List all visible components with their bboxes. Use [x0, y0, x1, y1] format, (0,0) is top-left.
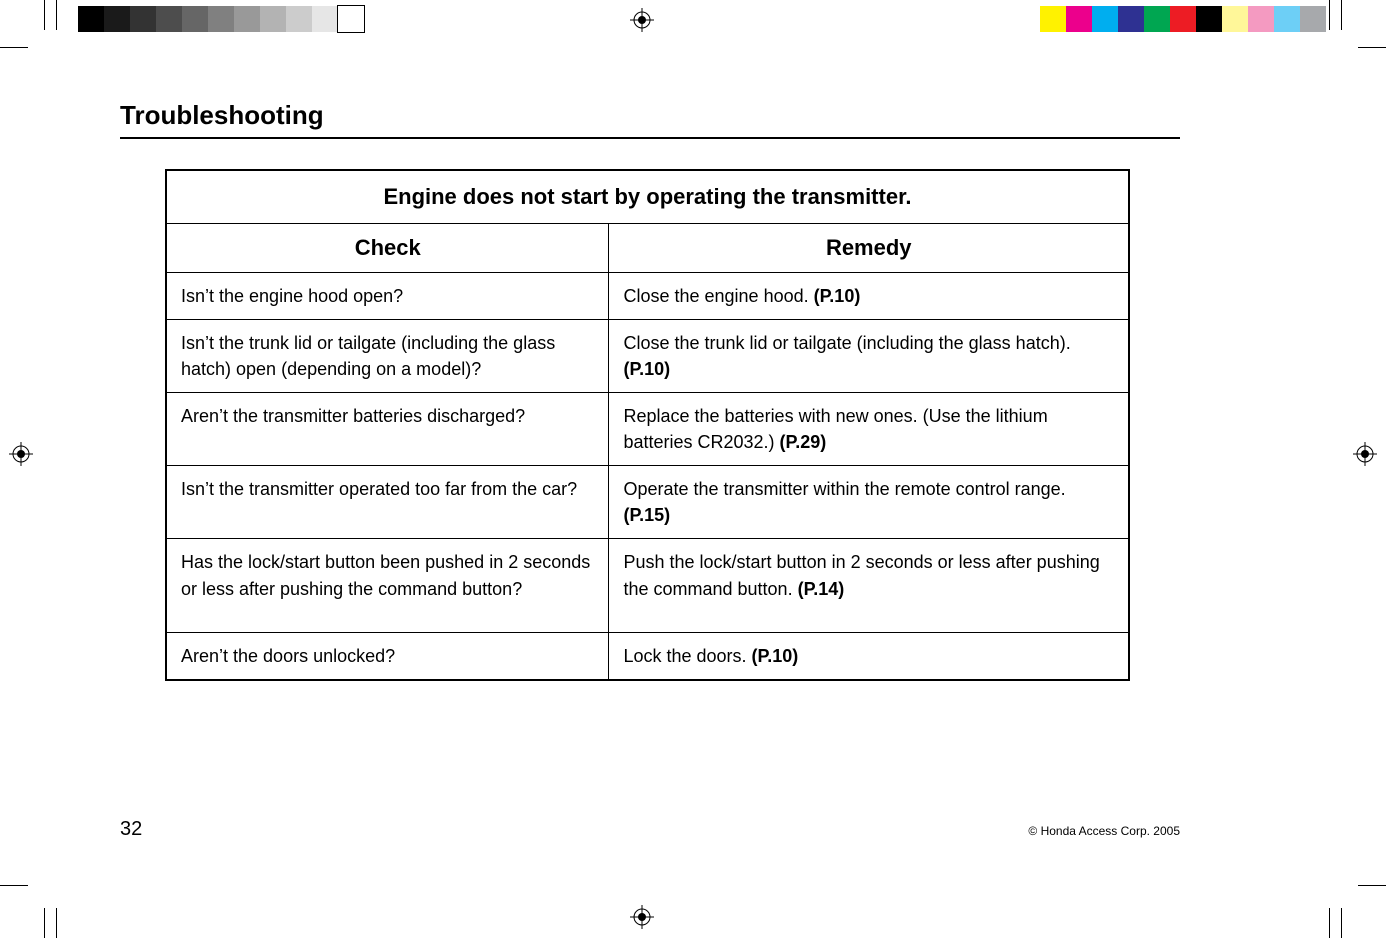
table-title: Engine does not start by operating the t…	[166, 170, 1129, 223]
table-row: Aren’t the transmitter batteries dischar…	[166, 393, 1129, 466]
page-content: Troubleshooting Engine does not start by…	[120, 100, 1180, 681]
remedy-text: Push the lock/start button in 2 seconds …	[623, 552, 1099, 598]
copyright-text: © Honda Access Corp. 2005	[1028, 824, 1180, 838]
table-row: Isn’t the engine hood open?Close the eng…	[166, 272, 1129, 319]
remedy-text: Operate the transmitter within the remot…	[623, 479, 1065, 499]
table-row: Isn’t the transmitter operated too far f…	[166, 466, 1129, 539]
registration-mark-icon	[630, 8, 654, 32]
section-title: Troubleshooting	[120, 100, 1180, 131]
crop-mark	[0, 885, 28, 886]
table-row: Isn’t the trunk lid or tailgate (includi…	[166, 319, 1129, 392]
registration-mark-icon	[9, 442, 33, 466]
crop-mark	[1329, 0, 1330, 30]
crop-mark	[1341, 0, 1342, 30]
crop-mark	[1358, 885, 1386, 886]
crop-mark	[56, 908, 57, 938]
crop-mark	[44, 908, 45, 938]
registration-mark-icon	[1353, 442, 1377, 466]
page-reference: (P.29)	[780, 432, 827, 452]
remedy-text: Replace the batteries with new ones. (Us…	[623, 406, 1047, 452]
horizontal-rule	[120, 137, 1180, 139]
page-reference: (P.15)	[623, 505, 670, 525]
page-reference: (P.10)	[752, 646, 799, 666]
crop-mark	[1329, 908, 1330, 938]
crop-mark	[56, 0, 57, 30]
crop-mark	[44, 0, 45, 30]
troubleshooting-table: Engine does not start by operating the t…	[165, 169, 1130, 681]
check-cell: Has the lock/start button been pushed in…	[166, 539, 609, 632]
remedy-text: Lock the doors.	[623, 646, 751, 666]
check-cell: Isn’t the engine hood open?	[166, 272, 609, 319]
table-row: Aren’t the doors unlocked?Lock the doors…	[166, 632, 1129, 680]
crop-mark	[0, 47, 28, 48]
page-number: 32	[120, 818, 142, 841]
page-reference: (P.10)	[814, 286, 861, 306]
remedy-cell: Close the trunk lid or tailgate (includi…	[609, 319, 1129, 392]
column-header-remedy: Remedy	[609, 223, 1129, 272]
table-row: Has the lock/start button been pushed in…	[166, 539, 1129, 632]
check-cell: Isn’t the transmitter operated too far f…	[166, 466, 609, 539]
crop-mark	[1358, 47, 1386, 48]
page-reference: (P.10)	[623, 359, 670, 379]
check-cell: Aren’t the transmitter batteries dischar…	[166, 393, 609, 466]
check-cell: Isn’t the trunk lid or tailgate (includi…	[166, 319, 609, 392]
check-cell: Aren’t the doors unlocked?	[166, 632, 609, 680]
remedy-cell: Close the engine hood. (P.10)	[609, 272, 1129, 319]
color-calibration-bar	[1040, 6, 1326, 32]
column-header-check: Check	[166, 223, 609, 272]
remedy-cell: Push the lock/start button in 2 seconds …	[609, 539, 1129, 632]
remedy-cell: Operate the transmitter within the remot…	[609, 466, 1129, 539]
remedy-cell: Replace the batteries with new ones. (Us…	[609, 393, 1129, 466]
remedy-text: Close the trunk lid or tailgate (includi…	[623, 333, 1070, 353]
registration-mark-icon	[630, 905, 654, 929]
grayscale-calibration-bar	[78, 6, 364, 32]
page-reference: (P.14)	[798, 579, 845, 599]
remedy-text: Close the engine hood.	[623, 286, 813, 306]
crop-mark	[1341, 908, 1342, 938]
remedy-cell: Lock the doors. (P.10)	[609, 632, 1129, 680]
